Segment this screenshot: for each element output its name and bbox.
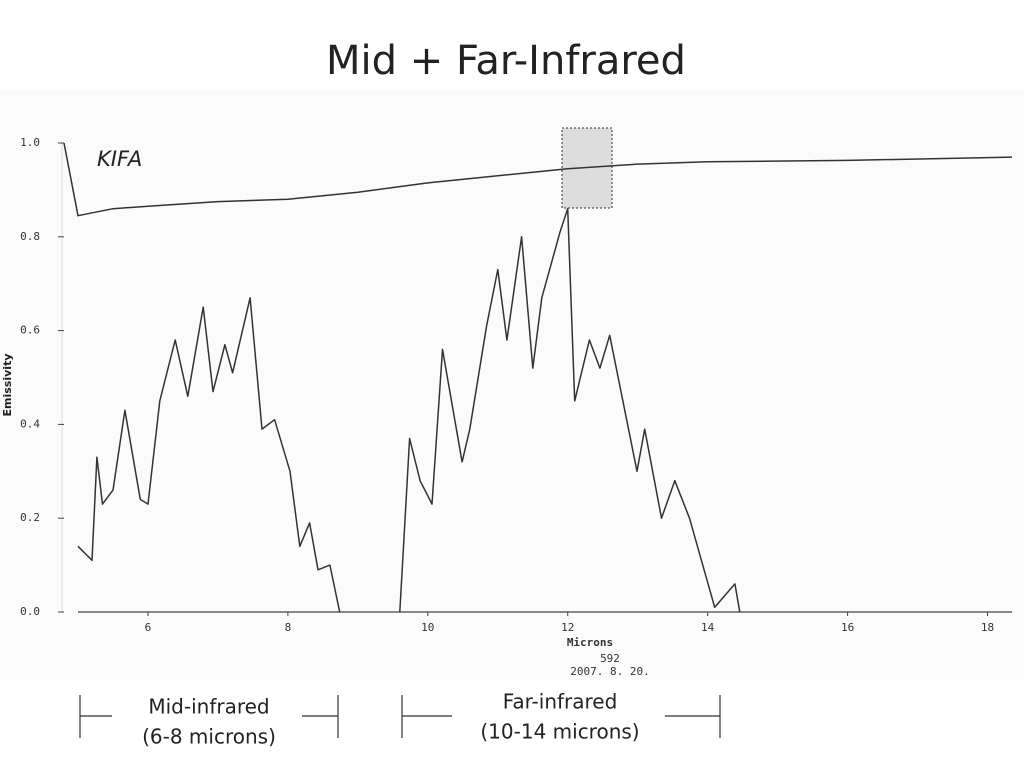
x-tick-label: 14: [701, 621, 715, 634]
y-tick-label: 0.8: [20, 230, 40, 243]
range-label: Far-infrared: [503, 690, 618, 714]
y-tick-label: 0.2: [20, 511, 40, 524]
range-sublabel: (10-14 microns): [480, 720, 639, 744]
range-label: Mid-infrared: [148, 695, 269, 719]
y-tick-label: 1.0: [20, 136, 40, 149]
x-tick-label: 6: [145, 621, 152, 634]
annotation: KIFA: [97, 147, 142, 171]
x-tick-label: 18: [981, 621, 994, 634]
x-tick-label: 10: [421, 621, 434, 634]
footer-line: 2007. 8. 20.: [570, 665, 649, 678]
data-line: [77, 207, 741, 613]
footer-line: 592: [600, 652, 620, 665]
data-line: [63, 142, 1013, 217]
y-tick-label: 0.6: [20, 324, 40, 337]
y-axis-label: Emissivity: [1, 354, 14, 417]
range-brackets: [79, 695, 721, 738]
x-axis-label: Microns: [567, 636, 613, 649]
x-tick-label: 16: [841, 621, 854, 634]
y-tick-label: 0.0: [20, 605, 40, 618]
y-tick-label: 0.4: [20, 417, 40, 430]
x-tick-label: 8: [285, 621, 292, 634]
range-sublabel: (6-8 microns): [142, 725, 276, 749]
plot-background: [0, 90, 1024, 680]
x-tick-label: 12: [561, 621, 574, 634]
chart-title: Mid + Far-Infrared: [326, 38, 686, 84]
